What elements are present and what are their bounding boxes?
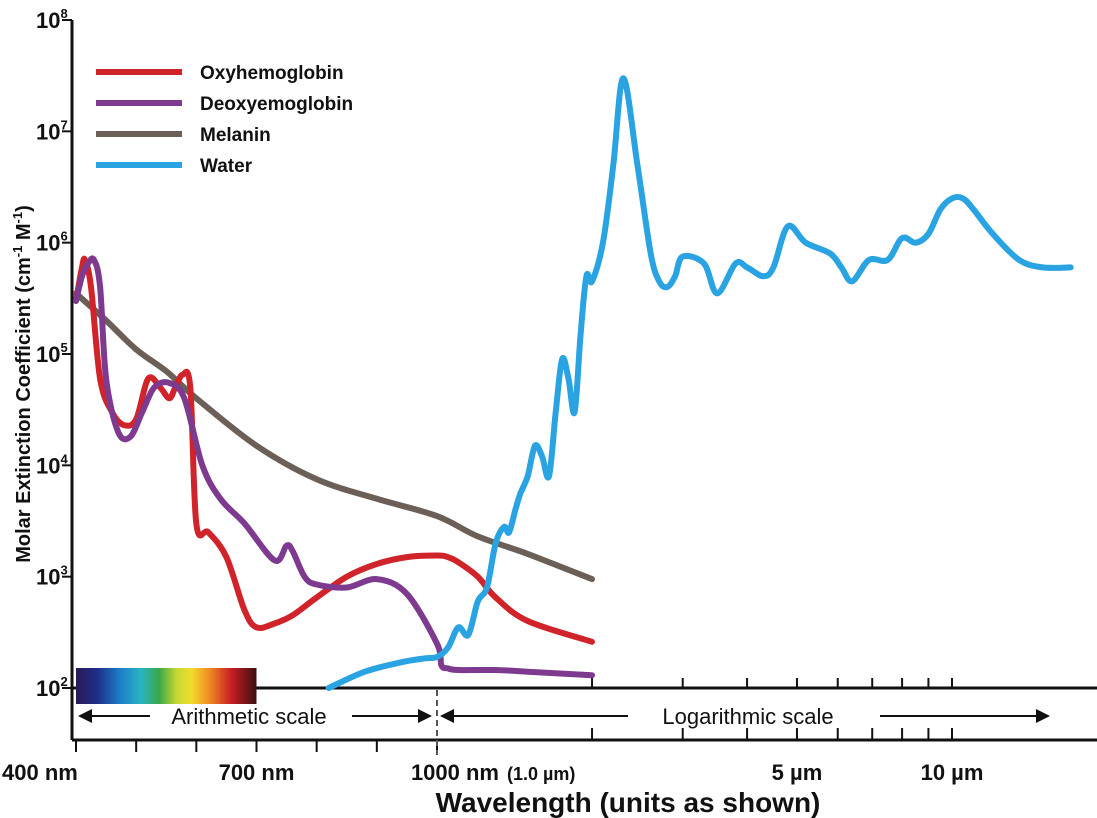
x-tick-label: 1000 nm [411, 760, 499, 785]
y-tick-label: 107 [36, 117, 68, 144]
arithmetic-arrow-left-head [78, 709, 92, 723]
y-tick-label: 104 [36, 451, 68, 478]
x-axis-label: Wavelength (units as shown) [436, 787, 821, 818]
x-tick-label: 700 nm [219, 760, 295, 785]
legend: Oxyhemoglobin Deoxyemoglobin Melanin Water [96, 63, 353, 177]
series-layer [73, 75, 1074, 691]
series-line-deoxyemoglobin [73, 255, 595, 679]
logarithmic-scale-label: Logarithmic scale [662, 704, 833, 729]
legend-label: Deoxyemoglobin [200, 94, 353, 115]
legend-label: Melanin [200, 125, 271, 146]
y-axis-label: Molar Extinction Coefficient (cm-1 M-1) [10, 205, 35, 563]
x-ticks: 400 nm 700 nm 1000 nm (1.0 µm) 5 µm 10 µm [2, 678, 983, 785]
y-tick-label: 108 [36, 6, 68, 33]
visible-spectrum-bar [76, 668, 257, 704]
logarithmic-arrow-left-head [440, 709, 454, 723]
x-tick-label: (1.0 µm) [507, 764, 575, 784]
y-ticks: 102 103 104 105 106 107 108 [36, 6, 72, 701]
y-tick-label: 102 [36, 674, 68, 701]
y-tick-label: 105 [36, 340, 68, 367]
x-tick-label: 400 nm [2, 760, 78, 785]
series-line-water [325, 75, 1074, 691]
y-tick-label: 106 [36, 229, 68, 256]
series-line-melanin [73, 290, 595, 583]
scale-arrows: Arithmetic scale Logarithmic scale [78, 690, 1050, 755]
series-line-oxyhemoglobin [73, 255, 595, 645]
legend-label: Water [200, 156, 253, 177]
x-tick-label: 5 µm [772, 760, 823, 785]
logarithmic-arrow-right-head [1036, 709, 1050, 723]
x-tick-label: 10 µm [921, 760, 984, 785]
legend-label: Oxyhemoglobin [200, 63, 344, 84]
arithmetic-arrow-right-head [418, 709, 432, 723]
arithmetic-scale-label: Arithmetic scale [171, 704, 326, 729]
y-tick-label: 103 [36, 563, 68, 590]
